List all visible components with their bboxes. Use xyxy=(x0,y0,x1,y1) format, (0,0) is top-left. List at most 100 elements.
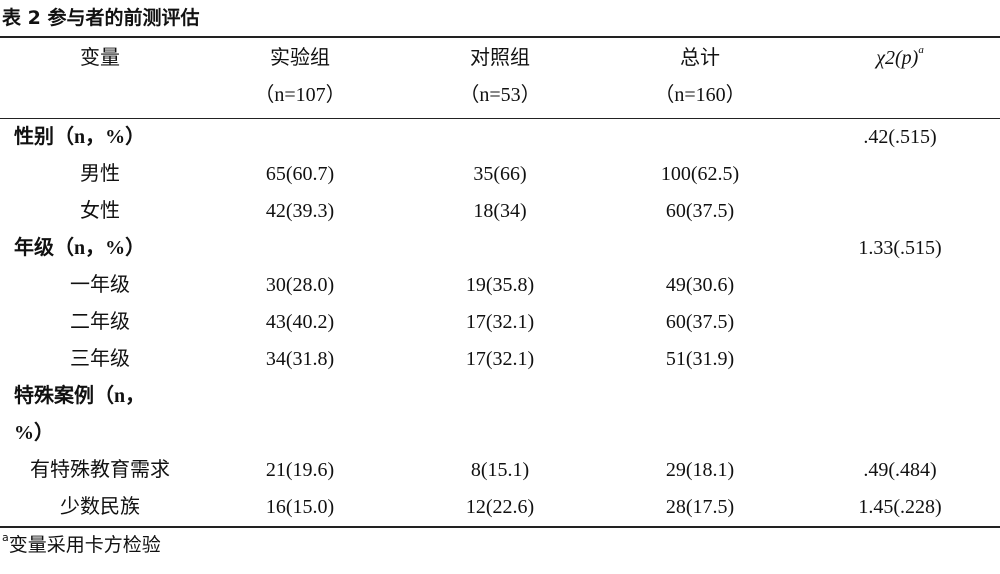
table-row: 女性 42(39.3) 18(34) 60(37.5) xyxy=(0,193,1000,230)
cell xyxy=(800,341,1000,378)
cell-value: 8(15.1) xyxy=(470,459,530,481)
footnote-marker: a xyxy=(2,531,9,544)
data-table: 变量 实验组（n=107） 对照组（n=53） 总计（n=160） χ2(p)a 性别（… xyxy=(0,36,1000,528)
cell xyxy=(400,230,600,267)
cell xyxy=(600,378,800,452)
cell: 100(62.5) xyxy=(600,156,800,193)
cell-value: 1.33(.515) xyxy=(858,237,942,259)
table-row: 一年级 30(28.0) 19(35.8) 49(30.6) xyxy=(0,267,1000,304)
header-cell: 实验组（n=107） xyxy=(200,37,400,119)
row-label-cell: 年级（n，%） xyxy=(0,230,200,267)
row-label-cell: 特殊案例（n，%） xyxy=(0,378,200,452)
table-row: 年级（n，%） 1.33(.515) xyxy=(0,230,1000,267)
table-row: 二年级 43(40.2) 17(32.1) 60(37.5) xyxy=(0,304,1000,341)
cell xyxy=(400,119,600,157)
cell: 30(28.0) xyxy=(200,267,400,304)
cell-value: 42(39.3) xyxy=(265,200,335,222)
cell: 60(37.5) xyxy=(600,304,800,341)
row-label: 三年级 xyxy=(70,348,130,370)
cell-value: 29(18.1) xyxy=(665,459,735,481)
cell xyxy=(200,119,400,157)
cell-value: 1.45(.228) xyxy=(858,496,942,518)
cell xyxy=(600,230,800,267)
header-cell: χ2(p)a xyxy=(800,37,1000,119)
cell xyxy=(800,304,1000,341)
cell: 34(31.8) xyxy=(200,341,400,378)
cell: .49(.484) xyxy=(800,452,1000,489)
row-label: 一年级 xyxy=(70,274,130,296)
cell-value: 17(32.1) xyxy=(465,311,535,333)
row-label-cell: 男性 xyxy=(0,156,200,193)
header-text: 变量 xyxy=(80,47,120,69)
row-label-cell: 二年级 xyxy=(0,304,200,341)
cell xyxy=(800,378,1000,452)
cell xyxy=(200,378,400,452)
cell-value: 65(60.7) xyxy=(265,163,335,185)
cell-value: 100(62.5) xyxy=(660,163,740,185)
header-text: χ2(p) xyxy=(876,47,919,69)
cell-value: 34(31.8) xyxy=(265,348,335,370)
row-label: 男性 xyxy=(80,163,120,185)
cell xyxy=(400,378,600,452)
cell xyxy=(200,230,400,267)
cell: 19(35.8) xyxy=(400,267,600,304)
cell-value: 51(31.9) xyxy=(665,348,735,370)
group-label: 特殊案例（n，%） xyxy=(14,385,146,444)
row-label-cell: 女性 xyxy=(0,193,200,230)
table-row: 有特殊教育需求 21(19.6) 8(15.1) 29(18.1) .49(.484) xyxy=(0,452,1000,489)
cell: 1.45(.228) xyxy=(800,489,1000,527)
table-row: 男性 65(60.7) 35(66) 100(62.5) xyxy=(0,156,1000,193)
cell-value: 28(17.5) xyxy=(665,496,735,518)
table-row: 性别（n，%） .42(.515) xyxy=(0,119,1000,157)
table-title: 表 2 参与者的前测评估 xyxy=(2,7,200,29)
cell-value: 19(35.8) xyxy=(465,274,535,296)
cell: 29(18.1) xyxy=(600,452,800,489)
header-cell: 对照组（n=53） xyxy=(400,37,600,119)
footnote-text: 变量采用卡方检验 xyxy=(8,534,161,556)
cell: 51(31.9) xyxy=(600,341,800,378)
cell-value: .49(.484) xyxy=(863,459,937,481)
cell: 43(40.2) xyxy=(200,304,400,341)
cell-value: 60(37.5) xyxy=(665,200,735,222)
cell-value: 18(34) xyxy=(473,200,527,222)
row-label-cell: 有特殊教育需求 xyxy=(0,452,200,489)
cell: 17(32.1) xyxy=(400,304,600,341)
cell: 28(17.5) xyxy=(600,489,800,527)
cell: 21(19.6) xyxy=(200,452,400,489)
cell-value: 49(30.6) xyxy=(665,274,735,296)
cell: 42(39.3) xyxy=(200,193,400,230)
table-row: 少数民族 16(15.0) 12(22.6) 28(17.5) 1.45(.228) xyxy=(0,489,1000,527)
cell: 8(15.1) xyxy=(400,452,600,489)
row-label: 有特殊教育需求 xyxy=(30,459,170,481)
cell: 16(15.0) xyxy=(200,489,400,527)
header-cell: 变量 xyxy=(0,37,200,119)
row-label-cell: 一年级 xyxy=(0,267,200,304)
header-text: 对照组（n=53） xyxy=(459,47,541,106)
cell-value: 12(22.6) xyxy=(465,496,535,518)
header-cell: 总计（n=160） xyxy=(600,37,800,119)
cell: 49(30.6) xyxy=(600,267,800,304)
cell: 35(66) xyxy=(400,156,600,193)
cell-value: 60(37.5) xyxy=(665,311,735,333)
cell xyxy=(800,156,1000,193)
header-text: 总计（n=160） xyxy=(654,47,746,106)
table-header: 变量 实验组（n=107） 对照组（n=53） 总计（n=160） χ2(p)a xyxy=(0,37,1000,119)
row-label-cell: 三年级 xyxy=(0,341,200,378)
cell-value: 30(28.0) xyxy=(265,274,335,296)
group-label: 年级（n，%） xyxy=(14,237,146,259)
cell xyxy=(800,267,1000,304)
header-row: 变量 实验组（n=107） 对照组（n=53） 总计（n=160） χ2(p)a xyxy=(0,37,1000,119)
table-row: 三年级 34(31.8) 17(32.1) 51(31.9) xyxy=(0,341,1000,378)
cell: 18(34) xyxy=(400,193,600,230)
cell: 12(22.6) xyxy=(400,489,600,527)
row-label: 二年级 xyxy=(70,311,130,333)
cell-value: 16(15.0) xyxy=(265,496,335,518)
table-row: 特殊案例（n，%） xyxy=(0,378,1000,452)
row-label-cell: 少数民族 xyxy=(0,489,200,527)
cell-value: 43(40.2) xyxy=(265,311,335,333)
cell: 65(60.7) xyxy=(200,156,400,193)
cell-value: 17(32.1) xyxy=(465,348,535,370)
cell xyxy=(800,193,1000,230)
header-note: a xyxy=(918,44,924,56)
